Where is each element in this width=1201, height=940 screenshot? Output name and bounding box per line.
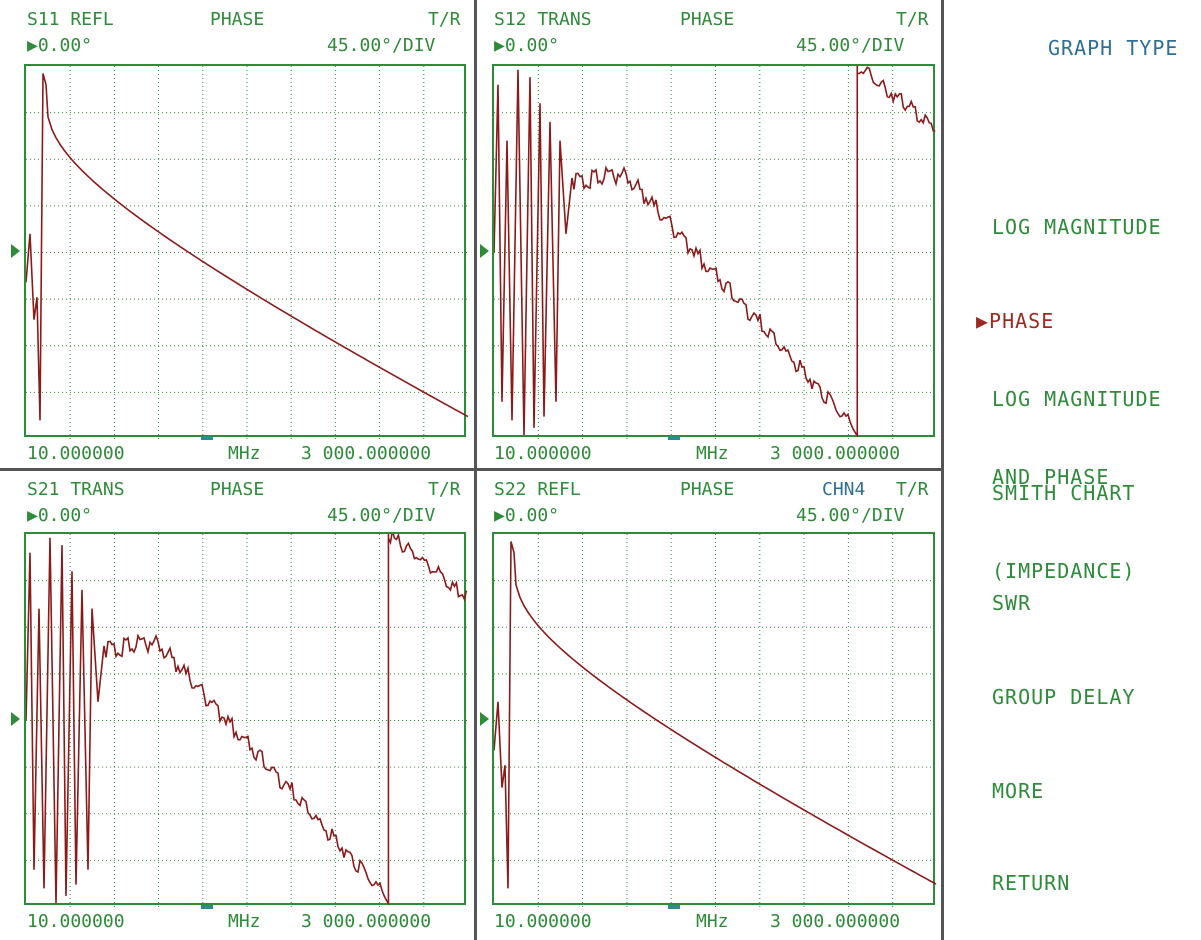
trace-line <box>26 534 468 906</box>
trace-line <box>26 73 468 421</box>
phase-trace-s12 <box>494 66 937 439</box>
panel-mode-label: T/R <box>428 479 461 500</box>
softkey-swr[interactable]: SWR <box>992 538 1031 642</box>
softkey-group-delay[interactable]: GROUP DELAY <box>992 632 1135 736</box>
plot-area-s11[interactable] <box>24 64 468 439</box>
panel-format-label: PHASE <box>210 479 265 500</box>
freq-unit: MHz <box>228 911 261 932</box>
stop-freq: 3 000.000000 <box>301 443 432 464</box>
stop-freq: 3 000.000000 <box>770 443 901 464</box>
softkey-label: LOG MAGNITUDE <box>992 215 1162 239</box>
freq-unit: MHz <box>696 443 729 464</box>
reference-marker <box>11 244 20 258</box>
phase-trace-s22 <box>494 534 937 907</box>
start-freq: 10.000000 <box>27 911 125 932</box>
panel-scale-label: 45.00°/DIV <box>327 35 436 56</box>
trace-line <box>494 66 936 438</box>
softkey-more[interactable]: MORE <box>992 726 1044 830</box>
softkey-log-magnitude-and-phase[interactable]: LOG MAGNITUDE AND PHASE <box>992 334 1162 516</box>
panel-scale-label: 45.00°/DIV <box>327 505 436 526</box>
panel-scale-label: 45.00°/DIV <box>796 35 905 56</box>
panel-ref-label: ▶0.00° <box>494 35 560 56</box>
softkey-label: MORE <box>992 779 1045 803</box>
freq-unit: MHz <box>228 443 261 464</box>
stop-freq: 3 000.000000 <box>770 911 901 932</box>
softkey-phase[interactable]: ▶PHASE <box>976 256 1054 360</box>
softkey-label: ▶PHASE <box>976 309 1055 333</box>
start-freq: 10.000000 <box>494 443 592 464</box>
panel-ref-label: ▶0.00° <box>27 505 93 526</box>
plot-area-s22[interactable] <box>492 532 937 907</box>
reference-marker <box>11 712 20 726</box>
phase-trace-s21 <box>26 534 468 907</box>
panel-format-label: PHASE <box>210 9 265 30</box>
center-marker <box>668 905 680 909</box>
panel-mode-label: T/R <box>428 9 461 30</box>
panel-param-label: S12 TRANS <box>494 9 592 30</box>
softkey-return[interactable]: RETURN <box>992 818 1070 922</box>
start-freq: 10.000000 <box>27 443 125 464</box>
plot-area-s21[interactable] <box>24 532 468 907</box>
reference-marker <box>480 712 489 726</box>
center-marker <box>201 905 213 909</box>
softkey-smith-chart[interactable]: SMITH CHART (IMPEDANCE) <box>992 428 1135 610</box>
softkey-label: SWR <box>992 591 1032 615</box>
softkey-log-magnitude[interactable]: LOG MAGNITUDE <box>992 162 1162 266</box>
center-marker <box>668 436 680 440</box>
panel-channel-label: CHN4 <box>822 479 866 500</box>
softkey-label: SMITH CHART <box>992 481 1136 505</box>
panel-format-label: PHASE <box>680 479 735 500</box>
panel-ref-label: ▶0.00° <box>494 505 560 526</box>
horizontal-divider <box>0 468 944 471</box>
phase-trace-s11 <box>26 66 468 439</box>
center-marker <box>201 436 213 440</box>
panel-mode-label: T/R <box>896 479 929 500</box>
softkey-label: RETURN <box>992 871 1071 895</box>
freq-unit: MHz <box>696 911 729 932</box>
plot-area-s12[interactable] <box>492 64 937 439</box>
softkey-label-line2: (IMPEDANCE) <box>992 559 1136 583</box>
panel-format-label: PHASE <box>680 9 735 30</box>
panel-param-label: S11 REFL <box>27 9 114 30</box>
panel-mode-label: T/R <box>896 9 929 30</box>
start-freq: 10.000000 <box>494 911 592 932</box>
panel-param-label: S22 REFL <box>494 479 581 500</box>
panel-scale-label: 45.00°/DIV <box>796 505 905 526</box>
trace-line <box>494 541 937 889</box>
softkey-label: GROUP DELAY <box>992 685 1136 709</box>
stop-freq: 3 000.000000 <box>301 911 432 932</box>
right-divider <box>941 0 944 940</box>
softkey-label: LOG MAGNITUDE <box>992 387 1162 411</box>
reference-marker <box>480 244 489 258</box>
softkey-label-line2: AND PHASE <box>992 465 1110 489</box>
panel-param-label: S21 TRANS <box>27 479 125 500</box>
panel-ref-label: ▶0.00° <box>27 35 93 56</box>
menu-title: GRAPH TYPE <box>1048 36 1179 60</box>
